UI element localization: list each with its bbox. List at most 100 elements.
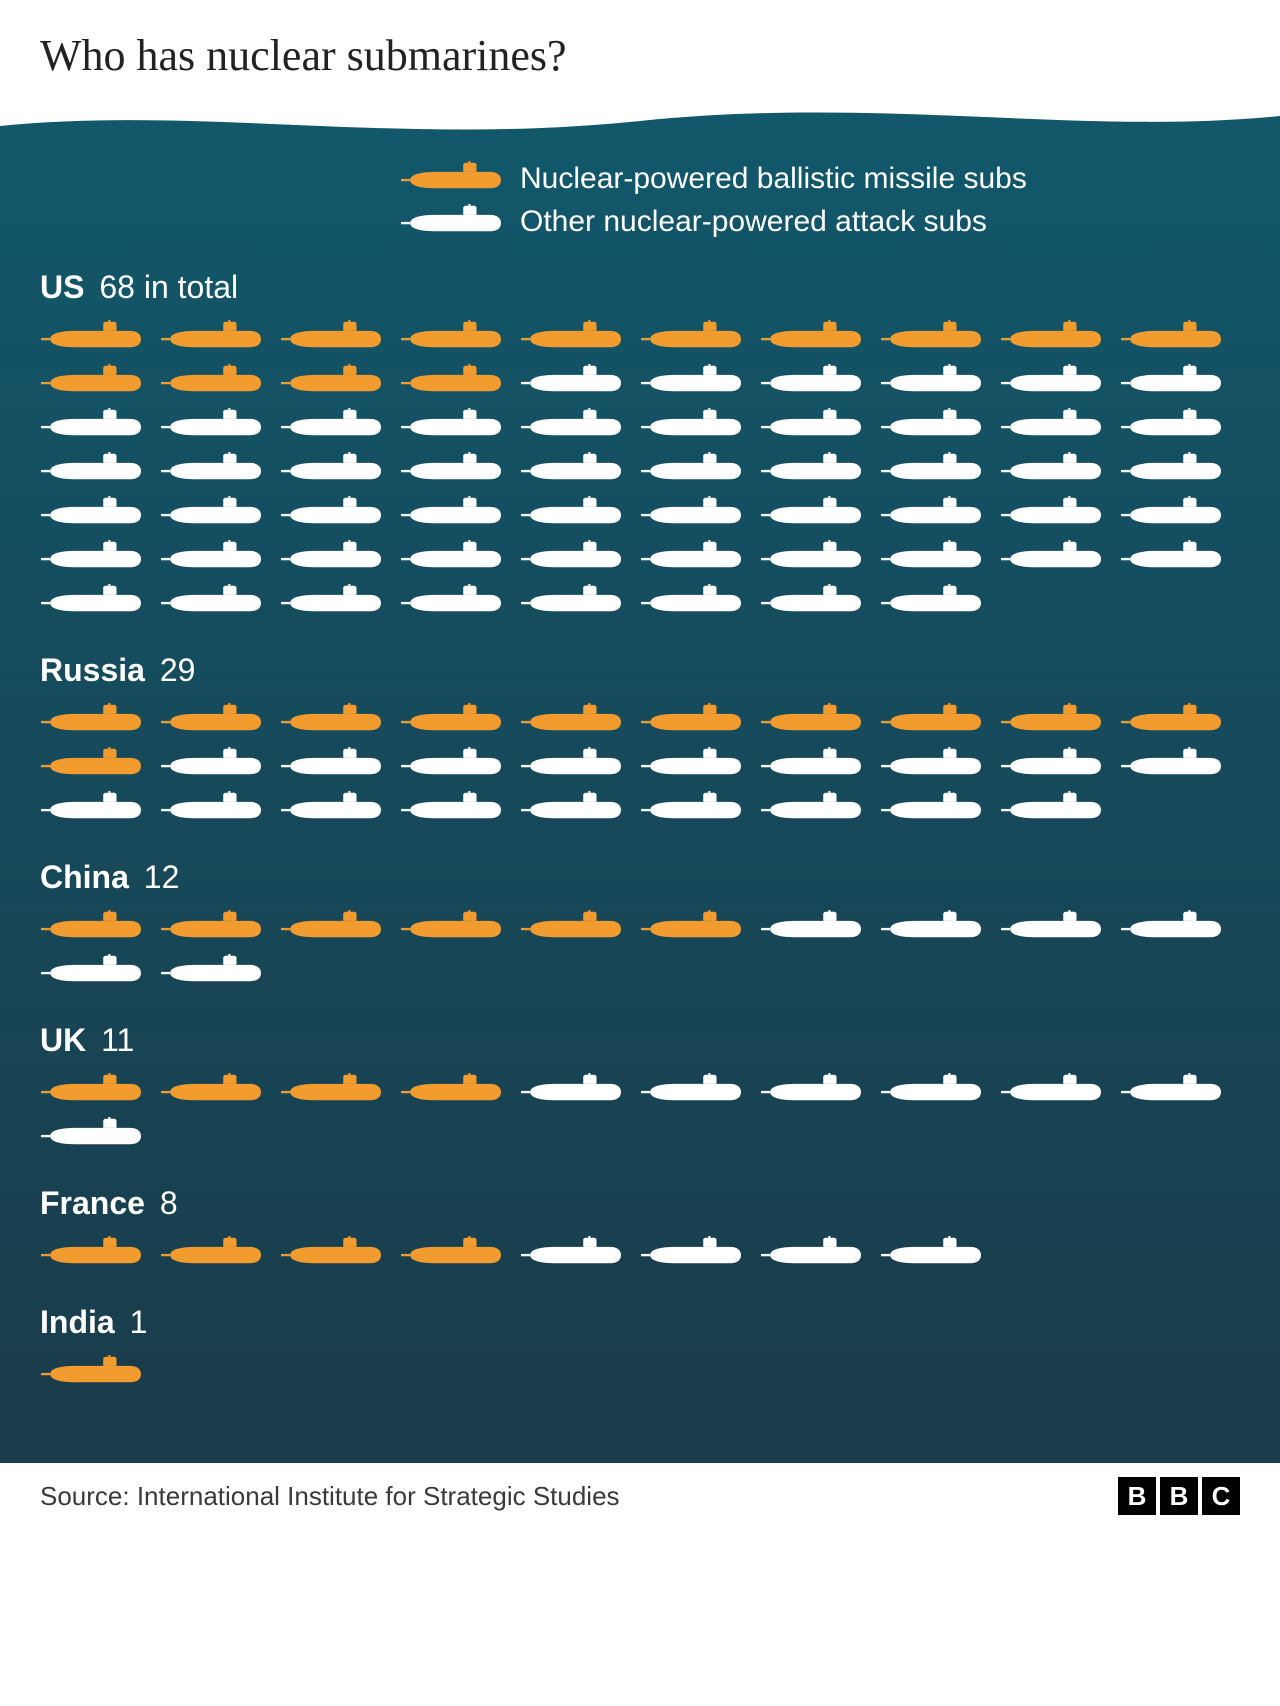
submarine-icon [160,703,262,733]
submarine-icon [520,408,622,438]
country-total: 29 [160,652,196,688]
submarine-icon [160,1073,262,1103]
submarine-icon [1120,910,1222,940]
submarine-icon [400,1073,502,1103]
submarine-icon [160,452,262,482]
submarine-icon [1000,364,1102,394]
submarine-icon [760,1236,862,1266]
submarine-icon [40,910,142,940]
submarine-icon [1120,320,1222,350]
submarine-icon [40,1236,142,1266]
country-total: 11 [101,1022,134,1058]
submarine-icon [760,452,862,482]
submarine-icon [280,364,382,394]
submarine-icon [760,747,862,777]
ocean-panel: Nuclear-powered ballistic missile subs O… [0,141,1280,1463]
submarine-icon [160,320,262,350]
submarine-icon [400,747,502,777]
submarine-icon [1120,496,1222,526]
submarine-icon [760,791,862,821]
submarine-icon [1000,1073,1102,1103]
country-block: China 12 [40,859,1240,984]
country-block: US 68 in total [40,269,1240,614]
submarine-icon [640,584,742,614]
country-name: France [40,1185,145,1221]
submarine-icon [640,747,742,777]
country-block: India 1 [40,1304,1240,1385]
submarine-icon [1000,540,1102,570]
source-text: Source: International Institute for Stra… [40,1481,620,1512]
country-name: Russia [40,652,145,688]
country-header: US 68 in total [40,269,1240,306]
submarine-icon [760,496,862,526]
country-name: US [40,269,84,305]
submarine-icon [40,320,142,350]
submarine-icon [760,320,862,350]
submarine-icon [160,540,262,570]
country-name: India [40,1304,115,1340]
submarine-icon [400,204,502,239]
submarine-icon [1120,452,1222,482]
submarine-grid [40,1073,1240,1147]
submarine-icon [760,584,862,614]
submarine-icon [520,1073,622,1103]
submarine-icon [520,747,622,777]
country-block: UK 11 [40,1022,1240,1147]
submarine-icon [280,791,382,821]
submarine-icon [880,747,982,777]
submarine-icon [400,703,502,733]
submarine-icon [520,703,622,733]
submarine-icon [880,910,982,940]
submarine-icon [640,496,742,526]
legend: Nuclear-powered ballistic missile subs O… [400,161,1240,239]
submarine-icon [40,703,142,733]
submarine-icon [280,910,382,940]
submarine-icon [760,540,862,570]
footer: Source: International Institute for Stra… [0,1463,1280,1555]
submarine-icon [160,364,262,394]
submarine-icon [1120,540,1222,570]
submarine-icon [280,320,382,350]
submarine-icon [400,161,502,196]
submarine-icon [280,584,382,614]
submarine-icon [1000,747,1102,777]
submarine-icon [40,747,142,777]
submarine-icon [640,703,742,733]
bbc-logo: BBC [1118,1477,1240,1515]
submarine-icon [160,1236,262,1266]
submarine-icon [520,452,622,482]
submarine-icon [520,1236,622,1266]
submarine-icon [640,408,742,438]
country-total: 8 [160,1185,178,1221]
submarine-icon [280,1236,382,1266]
submarine-icon [1120,364,1222,394]
submarine-icon [520,910,622,940]
submarine-icon [40,954,142,984]
submarine-icon [160,408,262,438]
submarine-icon [400,791,502,821]
submarine-icon [400,320,502,350]
countries-container: US 68 in total [40,269,1240,1385]
submarine-icon [760,703,862,733]
submarine-icon [520,496,622,526]
submarine-icon [880,703,982,733]
submarine-icon [1120,747,1222,777]
submarine-icon [640,1236,742,1266]
submarine-icon [1000,791,1102,821]
submarine-icon [280,1073,382,1103]
country-header: India 1 [40,1304,1240,1341]
submarine-icon [280,540,382,570]
submarine-icon [280,452,382,482]
submarine-icon [280,747,382,777]
submarine-icon [880,1073,982,1103]
country-header: Russia 29 [40,652,1240,689]
submarine-grid [40,320,1240,614]
submarine-icon [520,364,622,394]
chart-title: Who has nuclear submarines? [40,30,1240,81]
submarine-icon [280,496,382,526]
submarine-icon [400,452,502,482]
infographic-root: Who has nuclear submarines? Nuclear-powe… [0,0,1280,1555]
country-name: China [40,859,129,895]
submarine-icon [760,1073,862,1103]
legend-label: Nuclear-powered ballistic missile subs [520,162,1027,196]
